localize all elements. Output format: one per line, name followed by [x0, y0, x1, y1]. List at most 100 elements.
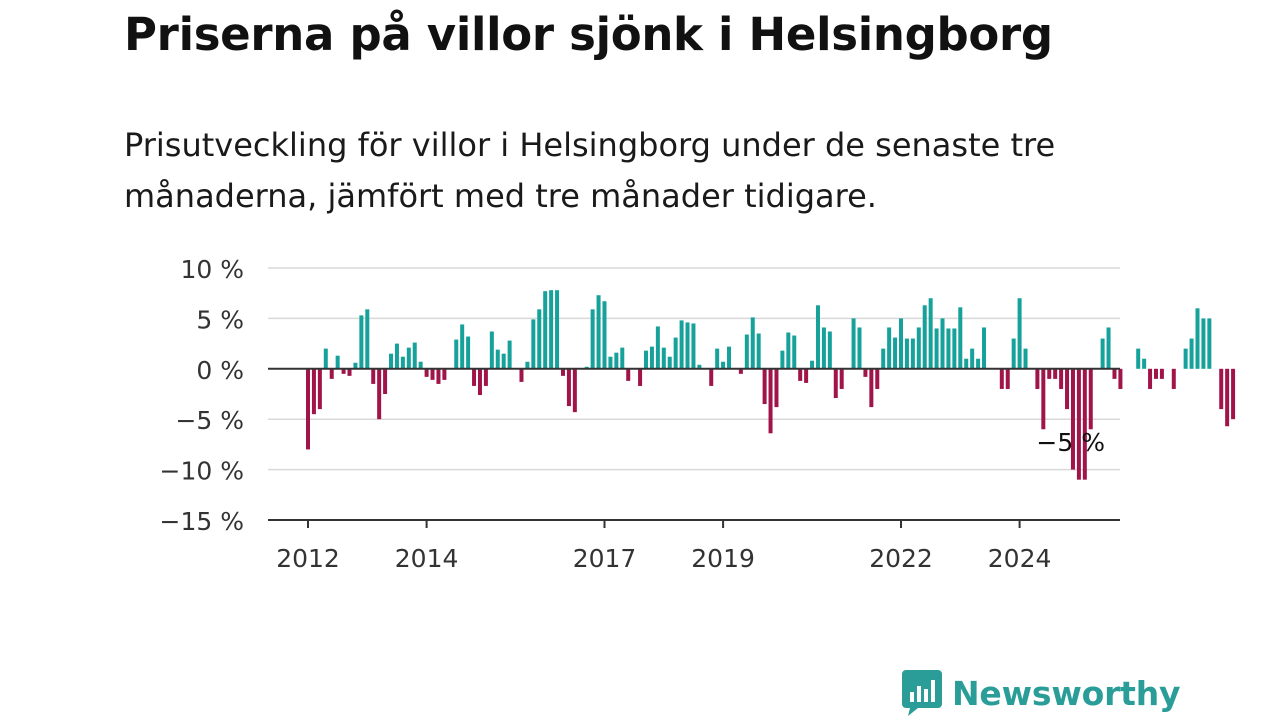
bar — [875, 368, 880, 389]
bar — [584, 366, 589, 369]
bar — [566, 368, 571, 407]
bar — [531, 319, 536, 369]
bar — [365, 309, 370, 369]
bar — [815, 305, 820, 369]
bar — [1041, 368, 1046, 430]
x-tick-label: 2014 — [395, 544, 459, 573]
bar — [904, 338, 909, 369]
bar — [1148, 368, 1153, 389]
bar — [406, 347, 411, 369]
bar — [519, 368, 524, 382]
bar — [821, 327, 826, 369]
x-tick-label: 2019 — [691, 544, 755, 573]
y-tick-label: −5 % — [175, 406, 244, 435]
bar — [418, 361, 423, 369]
bar — [964, 358, 969, 369]
bar — [1207, 318, 1212, 369]
bar — [792, 335, 797, 369]
bar — [1142, 358, 1147, 369]
bar — [353, 362, 358, 369]
bar — [786, 332, 791, 369]
bar — [543, 291, 548, 369]
bar — [472, 368, 477, 386]
bar — [774, 368, 779, 408]
bar — [1183, 348, 1188, 369]
bar — [922, 305, 927, 369]
bar — [1159, 368, 1164, 379]
bar — [1231, 368, 1236, 420]
bar — [744, 334, 749, 369]
bar — [756, 333, 761, 369]
bar — [507, 340, 512, 369]
bar — [329, 368, 334, 379]
y-tick-label: 0 % — [196, 356, 244, 385]
bar — [501, 353, 506, 369]
bar — [347, 368, 352, 376]
bar — [934, 328, 939, 369]
bar — [1118, 368, 1123, 389]
bar — [1112, 368, 1117, 379]
bar — [424, 368, 429, 377]
bar — [1195, 308, 1200, 369]
bar — [946, 328, 951, 369]
bar — [899, 318, 903, 369]
bar — [460, 324, 465, 369]
bar — [1076, 368, 1081, 480]
bar — [442, 368, 447, 380]
x-axis: 2012 2014 2017 2019 2022 2024 — [268, 367, 1120, 573]
bar — [881, 348, 886, 369]
bar — [495, 349, 500, 369]
bar — [590, 309, 595, 369]
bar — [400, 356, 405, 369]
bar — [1153, 368, 1158, 379]
bar — [869, 368, 874, 408]
bar — [555, 290, 560, 369]
bar — [1171, 368, 1176, 389]
bar — [1065, 368, 1070, 410]
bar — [976, 358, 981, 369]
bar — [970, 348, 975, 369]
bar — [982, 327, 987, 369]
bar — [738, 368, 743, 374]
bar — [359, 315, 364, 369]
bar — [1088, 368, 1093, 430]
bar — [851, 318, 856, 369]
bar — [697, 364, 702, 369]
bar — [638, 368, 643, 386]
bar — [377, 368, 382, 420]
bar — [804, 368, 809, 383]
bars — [306, 290, 1236, 480]
last-value-annotation: −5 % — [1036, 428, 1105, 457]
bar — [412, 342, 417, 369]
bar — [596, 295, 601, 369]
x-tick-label: 2017 — [573, 544, 637, 573]
x-tick-label: 2022 — [869, 544, 933, 573]
bar — [727, 346, 732, 369]
bar — [572, 368, 577, 413]
y-axis-ticks: 10 % 5 % 0 % −5 % −10 % −15 % — [160, 255, 244, 536]
bar — [928, 298, 933, 369]
bar — [1047, 368, 1052, 379]
y-tick-label: −15 % — [160, 507, 244, 536]
bar — [863, 368, 868, 377]
bar — [1225, 368, 1230, 427]
bar — [750, 317, 755, 369]
bar — [833, 368, 838, 399]
bar — [667, 356, 672, 369]
bar — [608, 356, 613, 369]
bar — [1070, 368, 1075, 470]
bar — [466, 336, 471, 369]
bar — [1005, 368, 1010, 389]
bar — [673, 337, 678, 369]
bar — [311, 368, 316, 415]
y-tick-label: 10 % — [180, 255, 244, 284]
bar — [887, 327, 892, 369]
bar — [1100, 338, 1105, 369]
bar — [952, 328, 957, 369]
bar — [679, 320, 684, 369]
bar — [1023, 348, 1028, 369]
bar — [1053, 368, 1058, 379]
bar — [709, 368, 714, 386]
bar — [560, 368, 565, 376]
bar — [715, 348, 720, 369]
